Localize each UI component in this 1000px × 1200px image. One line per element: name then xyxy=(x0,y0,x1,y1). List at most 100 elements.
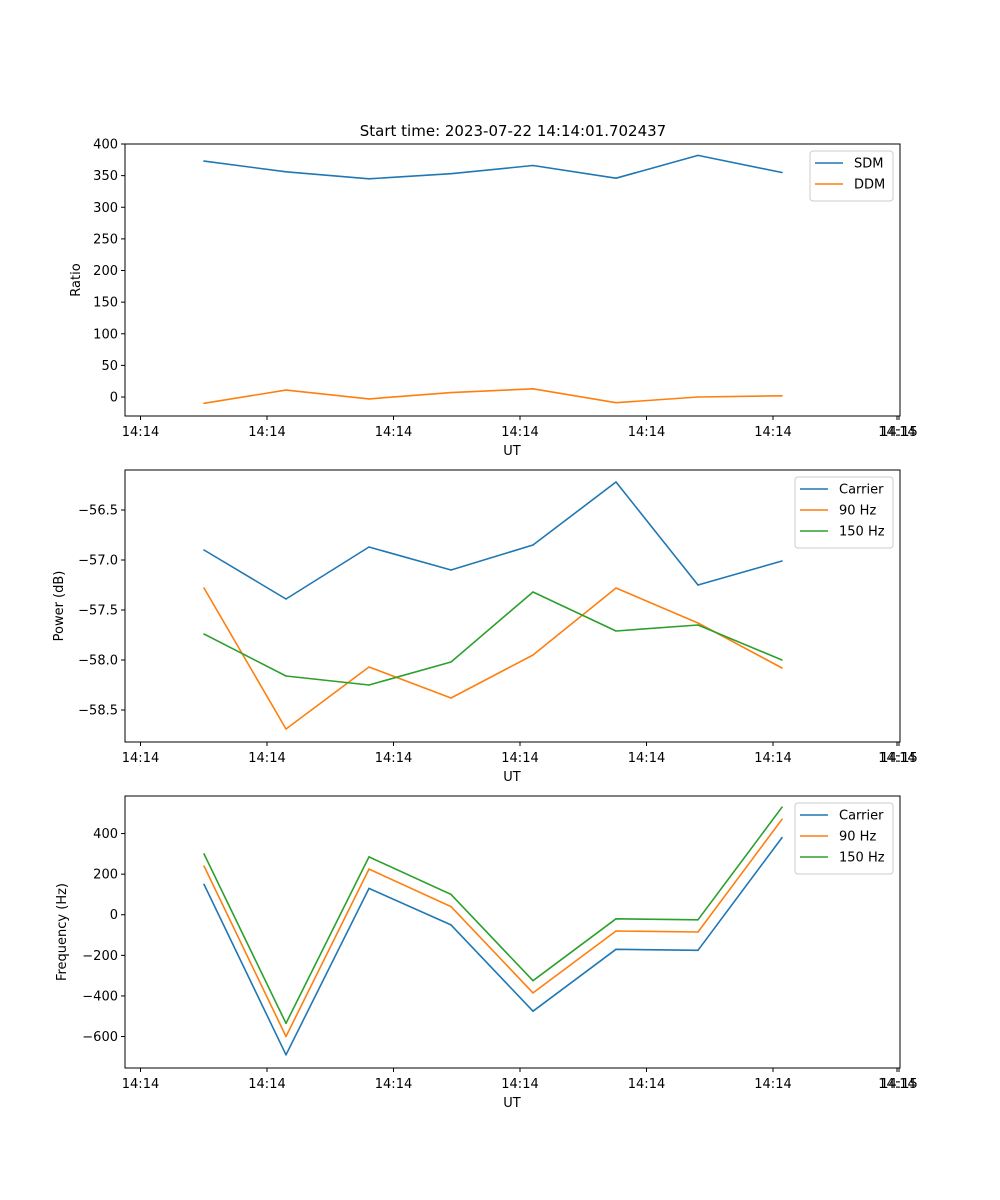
x-tick-label: 14:14 xyxy=(122,751,159,766)
y-tick-label: 50 xyxy=(101,359,118,374)
data-point xyxy=(203,402,205,405)
legend-label: 150 Hz xyxy=(839,851,885,866)
data-point xyxy=(532,1010,534,1012)
y-tick-label: −56.5 xyxy=(78,504,118,519)
series-line-carrier xyxy=(203,837,783,1056)
x-axis-label: UT xyxy=(503,1096,521,1111)
x-tick-label: 14:14 xyxy=(628,751,665,766)
x-tick-label: 14:14 xyxy=(248,425,285,440)
legend-label: 90 Hz xyxy=(839,504,876,519)
x-tick-label: 14:14 xyxy=(754,425,791,440)
data-point xyxy=(285,389,287,391)
y-axis-label: Power (dB) xyxy=(52,571,67,642)
data-point xyxy=(368,666,370,668)
x-tick-label: 14:15 xyxy=(880,425,917,440)
y-tick-label: −58.0 xyxy=(78,654,118,669)
x-tick-label: 14:14 xyxy=(375,1077,412,1092)
data-point xyxy=(285,1022,287,1025)
y-tick-label: 400 xyxy=(93,138,118,153)
x-tick-label: 14:14 xyxy=(501,751,538,766)
data-point xyxy=(697,396,699,398)
data-point xyxy=(697,931,699,933)
y-tick-label: −57.0 xyxy=(78,554,118,569)
y-tick-label: 0 xyxy=(110,391,118,406)
power-axes-frame xyxy=(124,469,901,743)
y-tick-label: 350 xyxy=(93,169,118,184)
x-axis-label: UT xyxy=(503,770,521,785)
data-point xyxy=(203,865,205,867)
frequency-axes-frame xyxy=(124,795,901,1069)
data-point xyxy=(532,591,534,593)
data-point xyxy=(285,1054,287,1056)
y-tick-label: 200 xyxy=(93,868,118,883)
data-point xyxy=(450,893,452,896)
data-point xyxy=(450,924,452,926)
data-point xyxy=(285,598,287,600)
data-point xyxy=(615,401,617,404)
frequency-panel: 14:14 14:14 14:14 14:14 14:14 14:14 14:1414:15… xyxy=(55,795,918,1111)
data-point xyxy=(368,178,370,180)
data-point xyxy=(368,887,370,890)
data-point xyxy=(781,818,783,821)
data-point xyxy=(450,661,452,663)
data-point xyxy=(697,624,699,626)
x-tick-label: 14:14 xyxy=(878,425,915,440)
data-point xyxy=(450,391,452,394)
chart-title: Start time: 2023-07-22 14:14:01.702437 xyxy=(360,122,666,140)
y-tick-label: 250 xyxy=(93,232,118,247)
x-tick-label: 14:14 xyxy=(375,751,412,766)
legend-label: 90 Hz xyxy=(839,830,876,845)
y-axis-label: Ratio xyxy=(69,263,84,296)
data-point xyxy=(368,684,370,686)
data-point xyxy=(697,622,699,624)
series-line-ddm xyxy=(203,387,783,405)
data-point xyxy=(615,918,617,920)
x-tick-label: 14:14 xyxy=(628,425,665,440)
data-point xyxy=(615,587,617,589)
data-point xyxy=(532,992,534,994)
x-tick-label: 14:14 xyxy=(501,1077,538,1092)
data-point xyxy=(368,398,370,400)
data-point xyxy=(615,630,617,632)
data-point xyxy=(781,560,783,562)
ratio-legend: SDM DDM xyxy=(809,150,894,202)
data-point xyxy=(781,395,783,397)
x-tick-label: 14:14 xyxy=(878,1077,915,1092)
y-tick-label: 200 xyxy=(93,264,118,279)
data-point xyxy=(203,587,205,589)
data-point xyxy=(781,806,783,808)
x-tick-label: 14:15 xyxy=(880,751,917,766)
series-line-90-hz xyxy=(203,818,783,1038)
y-tick-label: 0 xyxy=(110,908,118,923)
x-tick-label: 14:14 xyxy=(754,751,791,766)
x-tick-label: 14:14 xyxy=(122,425,159,440)
data-point xyxy=(615,948,617,951)
data-point xyxy=(203,160,205,162)
data-point xyxy=(781,836,783,839)
data-point xyxy=(203,633,205,635)
data-point xyxy=(203,549,205,551)
data-point xyxy=(532,164,534,167)
data-point xyxy=(697,154,699,157)
y-tick-label: −58.5 xyxy=(78,704,118,719)
ratio-axes-frame xyxy=(124,143,901,417)
data-point xyxy=(285,675,287,677)
series-line-150-hz xyxy=(203,806,783,1025)
x-axis-label: UT xyxy=(503,444,521,459)
data-point xyxy=(532,544,534,546)
x-tick-label: 14:14 xyxy=(248,1077,285,1092)
y-tick-label: 150 xyxy=(93,296,118,311)
y-tick-label: 400 xyxy=(93,827,118,842)
y-axis-label: Frequency (Hz) xyxy=(55,883,70,981)
data-point xyxy=(781,171,783,174)
data-point xyxy=(368,856,370,858)
data-point xyxy=(368,546,370,548)
data-point xyxy=(615,930,617,932)
data-point xyxy=(615,481,617,483)
data-point xyxy=(697,949,699,952)
series-line-carrier xyxy=(203,481,783,600)
x-tick-label: 14:14 xyxy=(122,1077,159,1092)
data-point xyxy=(450,697,452,699)
legend-label: SDM xyxy=(854,157,883,172)
